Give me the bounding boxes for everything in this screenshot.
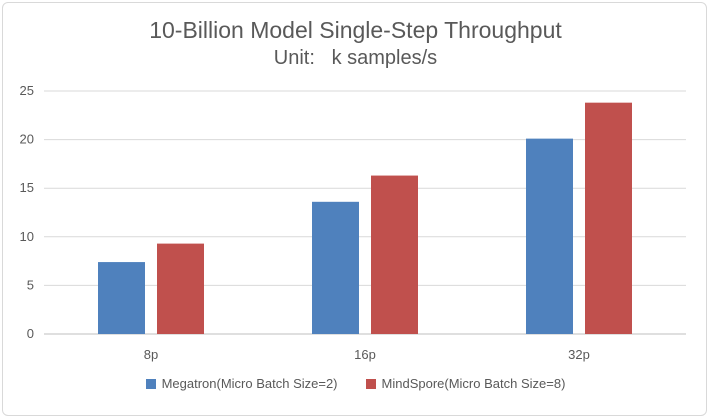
y-tick-label-10: 10 — [20, 229, 34, 244]
legend: Megatron(Micro Batch Size=2) MindSpore(M… — [0, 376, 711, 391]
y-tick-label-25: 25 — [20, 83, 34, 98]
bar-megatron-16p — [312, 201, 359, 334]
bar-mindspore-8p — [157, 243, 204, 334]
bar-mindspore-16p — [371, 175, 418, 334]
bar-megatron-8p — [98, 262, 145, 334]
legend-swatch-megatron — [145, 378, 156, 389]
legend-item-megatron: Megatron(Micro Batch Size=2) — [145, 376, 338, 391]
y-tick-label-5: 5 — [27, 277, 34, 292]
bar-mindspore-32p — [585, 102, 632, 334]
chart-title: 10-Billion Model Single-Step Throughput — [149, 17, 562, 43]
legend-label-mindspore: MindSpore(Micro Batch Size=8) — [381, 376, 566, 391]
chart-subtitle: Unit: k samples/s — [273, 47, 438, 69]
bar-megatron-32p — [526, 138, 573, 334]
x-tick-label-8p: 8p — [144, 347, 158, 362]
legend-item-mindspore: MindSpore(Micro Batch Size=8) — [365, 376, 566, 391]
y-tick-label-15: 15 — [20, 180, 34, 195]
y-tick-label-0: 0 — [27, 326, 34, 341]
y-tick-label-20: 20 — [20, 132, 34, 147]
x-tick-label-16p: 16p — [354, 347, 376, 362]
legend-swatch-mindspore — [365, 378, 376, 389]
legend-label-megatron: Megatron(Micro Batch Size=2) — [161, 376, 338, 391]
x-tick-label-32p: 32p — [568, 347, 590, 362]
